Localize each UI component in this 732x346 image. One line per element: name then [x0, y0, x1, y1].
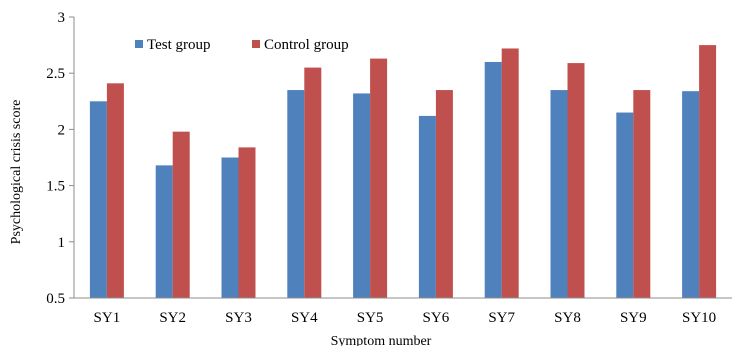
bar-control-group-sy9 — [633, 90, 651, 298]
x-tick-label: SY5 — [357, 310, 384, 326]
legend-label-test-group: Test group — [147, 37, 211, 53]
bar-test-group-sy7 — [484, 61, 502, 299]
y-tick-label: 1 — [58, 235, 66, 251]
x-tick-label: SY3 — [225, 310, 252, 326]
legend: Test group Control group — [135, 37, 349, 53]
bar-control-group-sy5 — [370, 58, 388, 299]
bar-test-group-sy3 — [221, 157, 239, 298]
bar-test-group-sy2 — [155, 165, 173, 298]
bar-test-group-sy10 — [682, 91, 700, 299]
y-axis-title: Psychological crisis score — [9, 100, 24, 245]
bar-control-group-sy2 — [172, 131, 190, 298]
legend-label-control-group: Control group — [264, 37, 349, 53]
x-tick-label: SY8 — [554, 310, 581, 326]
x-tick-label: SY7 — [488, 310, 515, 326]
bar-test-group-sy4 — [287, 90, 305, 298]
y-tick-label: 0.5 — [46, 291, 65, 307]
y-tick-label: 2 — [58, 122, 66, 138]
bar-test-group-sy5 — [353, 93, 371, 298]
x-tick-label: SY9 — [620, 310, 647, 326]
y-tick-label: 2.5 — [46, 66, 65, 82]
x-tick-label: SY4 — [291, 310, 318, 326]
bar-test-group-sy8 — [550, 90, 568, 298]
legend-swatch-control-group — [252, 40, 260, 48]
x-tick-label: SY1 — [94, 310, 121, 326]
bar-control-group-sy8 — [567, 63, 585, 298]
x-axis: SY1 SY2 SY3 SY4 SY5 SY6 SY7 SY8 SY9 SY10 — [74, 297, 732, 326]
bar-control-group-sy6 — [435, 90, 453, 298]
x-tick-label: SY6 — [423, 310, 450, 326]
bar-test-group-sy9 — [616, 112, 634, 298]
bar-control-group-sy3 — [238, 147, 256, 298]
bar-test-group-sy6 — [418, 115, 436, 298]
y-axis: 0.5 1 1.5 2 2.5 3 — [46, 10, 75, 307]
x-tick-label: SY10 — [682, 310, 716, 326]
y-tick-label: 3 — [58, 10, 66, 26]
y-tick-label: 1.5 — [46, 179, 65, 195]
legend-swatch-test-group — [135, 40, 143, 48]
bar-control-group-sy1 — [106, 83, 124, 298]
x-tick-label: SY2 — [159, 310, 186, 326]
bar-control-group-sy7 — [501, 48, 519, 298]
x-axis-title: Symptom number — [331, 334, 432, 346]
bar-control-group-sy10 — [699, 45, 717, 298]
bar-test-group-sy1 — [89, 101, 107, 298]
bars — [89, 45, 717, 299]
bar-control-group-sy4 — [304, 67, 322, 298]
